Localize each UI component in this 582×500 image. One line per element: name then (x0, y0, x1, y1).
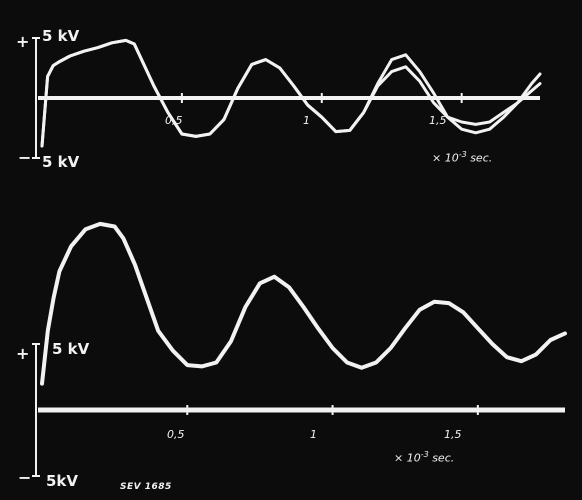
figure-reference: SEV 1685 (120, 482, 172, 492)
top-plus-sign: + (16, 32, 30, 51)
top-minus-sign: − (18, 148, 32, 167)
top-trace-1 (40, 38, 542, 148)
bottom-minus-sign: − (18, 468, 32, 487)
bottom-y-min-label: 5kV (46, 472, 79, 490)
bottom-plus-sign: + (16, 344, 30, 363)
top-x-tick-label: 1,5 (429, 114, 447, 127)
top-x-unit-label: × 10-3 sec. (432, 150, 493, 165)
bottom-x-tick-label: 0,5 (167, 428, 185, 441)
top-y-min-label: 5 kV (42, 153, 80, 171)
top-x-tick-label: 0,5 (165, 114, 183, 127)
bottom-x-tick-label: 1 (310, 428, 317, 441)
bottom-trace-1 (40, 221, 567, 386)
top-x-tick-label: 1 (303, 114, 310, 127)
bottom-y-max-label: 5 kV (52, 340, 90, 358)
top-y-max-label: 5 kV (42, 27, 80, 45)
top-trace-2 (40, 38, 542, 148)
bottom-x-tick-label: 1,5 (444, 428, 462, 441)
bottom-x-unit-label: × 10-3 sec. (394, 450, 455, 465)
